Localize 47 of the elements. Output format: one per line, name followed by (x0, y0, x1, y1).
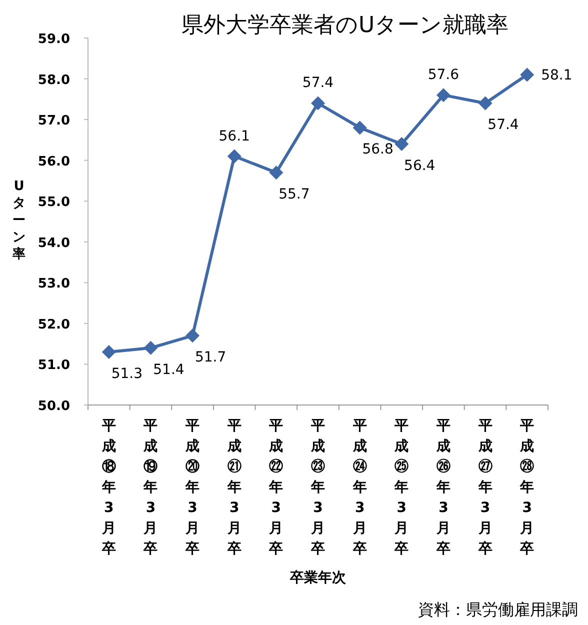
data-label: 56.8 (362, 142, 394, 158)
point (144, 340, 158, 355)
x-tick-label: 平成㉗年3月卒 (477, 418, 492, 557)
x-tick-label: 平成⑲年3月卒 (142, 418, 158, 557)
y-tick-label: 56.0 (38, 154, 70, 170)
x-tick-label: 平成㉓年3月卒 (310, 418, 325, 557)
y-tick-label: 59.0 (38, 32, 70, 47)
data-label: 56.4 (404, 158, 436, 174)
chart-title: 県外大学卒業者のUターン就職率 (181, 13, 509, 38)
y-tick-label: 53.0 (38, 276, 70, 292)
x-tick-label: 平成㉑年3月卒 (226, 418, 242, 557)
point (311, 96, 325, 110)
point (352, 120, 367, 135)
x-tick-label: 平成㉖年3月卒 (435, 418, 450, 557)
data-label: 55.7 (278, 186, 310, 203)
data-label: 57.6 (428, 67, 460, 84)
point (186, 328, 200, 343)
point (520, 68, 534, 82)
x-tick-label: 平成㉕年3月卒 (394, 418, 409, 557)
point (478, 96, 492, 110)
x-tick-label: 平成㉘年3月卒 (519, 418, 534, 557)
y-tick-label: 55.0 (38, 195, 70, 210)
y-tick-label: 58.0 (38, 72, 70, 88)
y-tick-label: 50.0 (38, 399, 70, 414)
point (269, 166, 284, 180)
data-label: 56.1 (218, 128, 250, 144)
data-label: 51.7 (194, 350, 226, 366)
data-label: 57.4 (302, 75, 334, 92)
y-tick-label: 57.0 (38, 114, 70, 129)
point (227, 149, 242, 164)
y-axis-title: Uターン率 (12, 179, 26, 262)
data-label: 51.4 (153, 362, 184, 378)
x-tick-label: 平成㉔年3月卒 (352, 418, 367, 557)
point (436, 88, 450, 102)
data-label: 57.4 (488, 117, 519, 134)
point (394, 137, 409, 152)
data-label: 58.1 (541, 68, 572, 84)
data-label: 51.3 (111, 366, 142, 382)
y-tick-label: 54.0 (38, 236, 70, 251)
x-tick-label: 平成㉒年3月卒 (268, 418, 284, 557)
x-tick-label: 平成⑱年3月卒 (100, 418, 116, 557)
text: 資料：県労働雇用課調 (418, 600, 578, 619)
x-tick-label: 平成⑳年3月卒 (184, 418, 200, 557)
point (102, 344, 116, 359)
y-tick-label: 51.0 (38, 358, 70, 374)
y-tick-label: 52.0 (38, 317, 70, 332)
x-axis-title: 卒業年次 (289, 569, 347, 586)
